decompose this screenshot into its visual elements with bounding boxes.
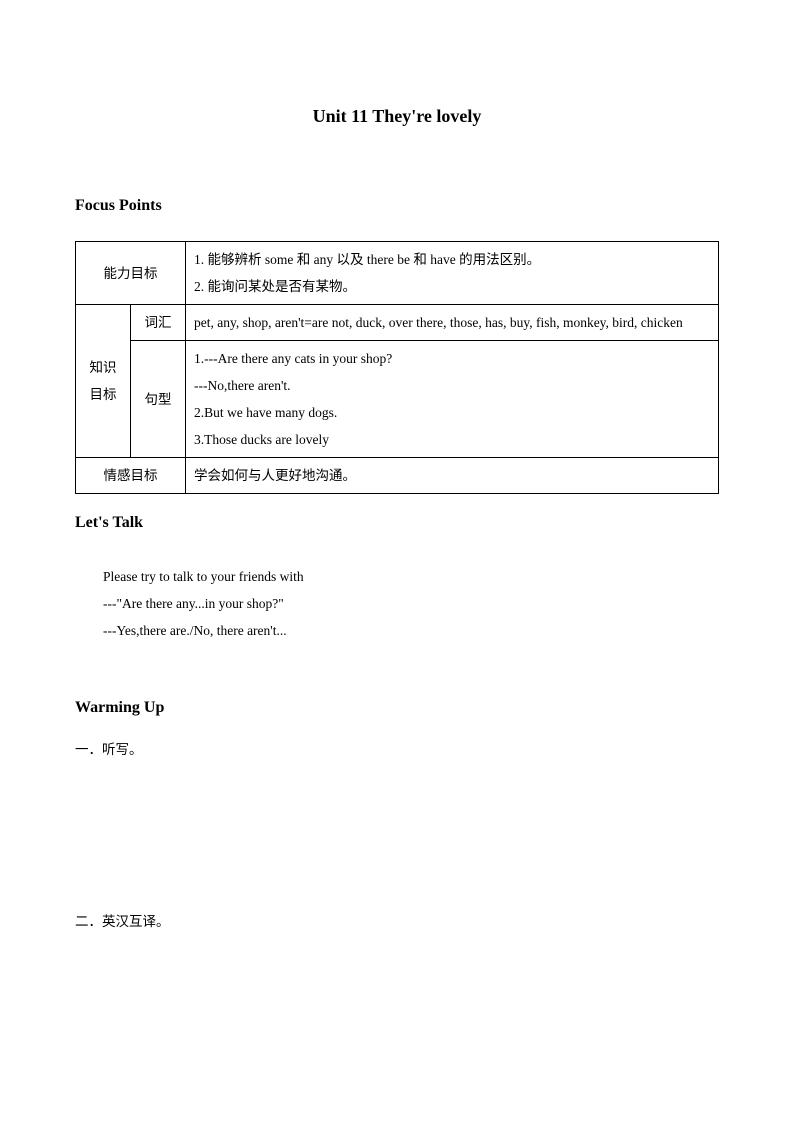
blank-space (75, 770, 719, 910)
warming-item-1: 一．听写。 (75, 738, 719, 762)
talk-line: ---Yes,there are./No, there aren't... (103, 617, 719, 644)
lets-talk-heading: Let's Talk (75, 509, 719, 538)
table-row: 能力目标 1. 能够辨析 some 和 any 以及 there be 和 ha… (76, 242, 719, 305)
focus-points-heading: Focus Points (75, 192, 719, 221)
lets-talk-body: Please try to talk to your friends with … (75, 563, 719, 644)
vocab-label: 词汇 (131, 305, 186, 341)
table-row: 句型 1.---Are there any cats in your shop?… (76, 341, 719, 458)
ability-content: 1. 能够辨析 some 和 any 以及 there be 和 have 的用… (186, 242, 719, 305)
sentence-content: 1.---Are there any cats in your shop? --… (186, 341, 719, 458)
warming-item-2: 二．英汉互译。 (75, 910, 719, 934)
focus-points-table: 能力目标 1. 能够辨析 some 和 any 以及 there be 和 ha… (75, 241, 719, 494)
talk-line: Please try to talk to your friends with (103, 563, 719, 590)
table-row: 情感目标 学会如何与人更好地沟通。 (76, 458, 719, 494)
emotion-label: 情感目标 (76, 458, 186, 494)
emotion-content: 学会如何与人更好地沟通。 (186, 458, 719, 494)
talk-line: ---"Are there any...in your shop?" (103, 590, 719, 617)
warming-up-heading: Warming Up (75, 694, 719, 723)
ability-label: 能力目标 (76, 242, 186, 305)
page-title: Unit 11 They're lovely (75, 100, 719, 132)
knowledge-label: 知识目标 (76, 305, 131, 458)
sentence-label: 句型 (131, 341, 186, 458)
table-row: 知识目标 词汇 pet, any, shop, aren't=are not, … (76, 305, 719, 341)
vocab-content: pet, any, shop, aren't=are not, duck, ov… (186, 305, 719, 341)
